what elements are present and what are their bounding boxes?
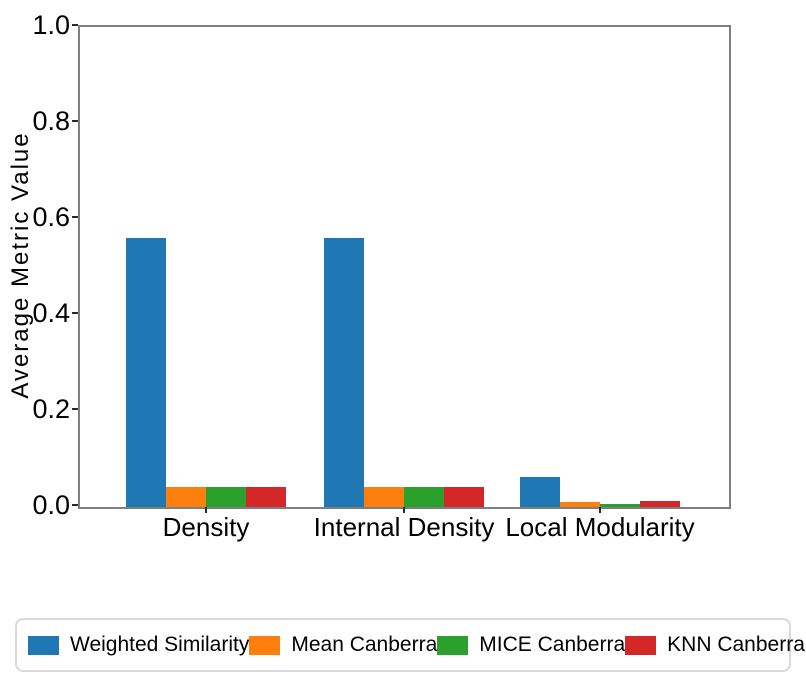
bar-weighted-similarity-internal-density bbox=[324, 238, 364, 507]
legend-swatch-icon bbox=[28, 635, 59, 655]
y-tick-label: 0.2 bbox=[32, 394, 70, 424]
x-tick-mark bbox=[403, 507, 405, 513]
y-tick-label: 0.0 bbox=[32, 490, 70, 520]
bar-knn-canberra-density bbox=[246, 487, 286, 507]
legend-label: MICE Canberra bbox=[479, 633, 626, 656]
bar-mean-canberra-local-modularity bbox=[560, 502, 600, 507]
legend-label: Mean Canberra bbox=[291, 633, 438, 656]
bar-mice-canberra-density bbox=[206, 487, 246, 507]
legend-swatch-icon bbox=[249, 635, 281, 655]
y-tick-mark bbox=[72, 408, 78, 410]
x-tick-label-local-modularity: Local Modularity bbox=[505, 512, 695, 542]
x-tick-mark bbox=[205, 507, 207, 513]
y-tick-mark bbox=[72, 504, 78, 506]
x-tick-label-density: Density bbox=[162, 512, 250, 542]
legend-swatch-icon bbox=[437, 635, 469, 655]
plot-area bbox=[78, 25, 731, 509]
y-tick-label: 0.6 bbox=[32, 202, 70, 232]
bar-weighted-similarity-density bbox=[126, 238, 166, 507]
legend-label: KNN Canberra bbox=[667, 633, 805, 656]
legend-swatch-icon bbox=[625, 635, 657, 655]
legend-item-mice-canberra: MICE Canberra bbox=[437, 633, 625, 657]
legend-item-weighted-similarity: Weighted Similarity bbox=[28, 633, 249, 657]
bar-mice-canberra-internal-density bbox=[404, 487, 444, 507]
legend: Weighted Similarity Mean Canberra MICE Can… bbox=[15, 618, 805, 672]
bar-knn-canberra-local-modularity bbox=[640, 501, 680, 507]
legend-item-mean-canberra: Mean Canberra bbox=[249, 633, 437, 657]
y-tick-label: 0.4 bbox=[32, 298, 70, 328]
legend-label: Weighted Similarity bbox=[70, 633, 250, 656]
bar-weighted-similarity-local-modularity bbox=[520, 477, 560, 507]
bar-knn-canberra-internal-density bbox=[444, 487, 484, 507]
y-tick-mark bbox=[72, 216, 78, 218]
bar-mice-canberra-local-modularity bbox=[600, 504, 640, 507]
x-tick-label-internal-density: Internal Density bbox=[313, 512, 495, 542]
y-tick-mark bbox=[72, 312, 78, 314]
y-axis-label: Average Metric Value bbox=[7, 131, 34, 399]
legend-item-knn-canberra: KNN Canberra bbox=[625, 633, 805, 657]
y-tick-mark bbox=[72, 24, 78, 26]
bar-mean-canberra-density bbox=[166, 487, 206, 507]
x-tick-mark bbox=[599, 507, 601, 513]
bar-mean-canberra-internal-density bbox=[364, 487, 404, 507]
y-tick-mark bbox=[72, 120, 78, 122]
y-tick-label: 1.0 bbox=[32, 10, 70, 40]
y-tick-label: 0.8 bbox=[32, 106, 70, 136]
